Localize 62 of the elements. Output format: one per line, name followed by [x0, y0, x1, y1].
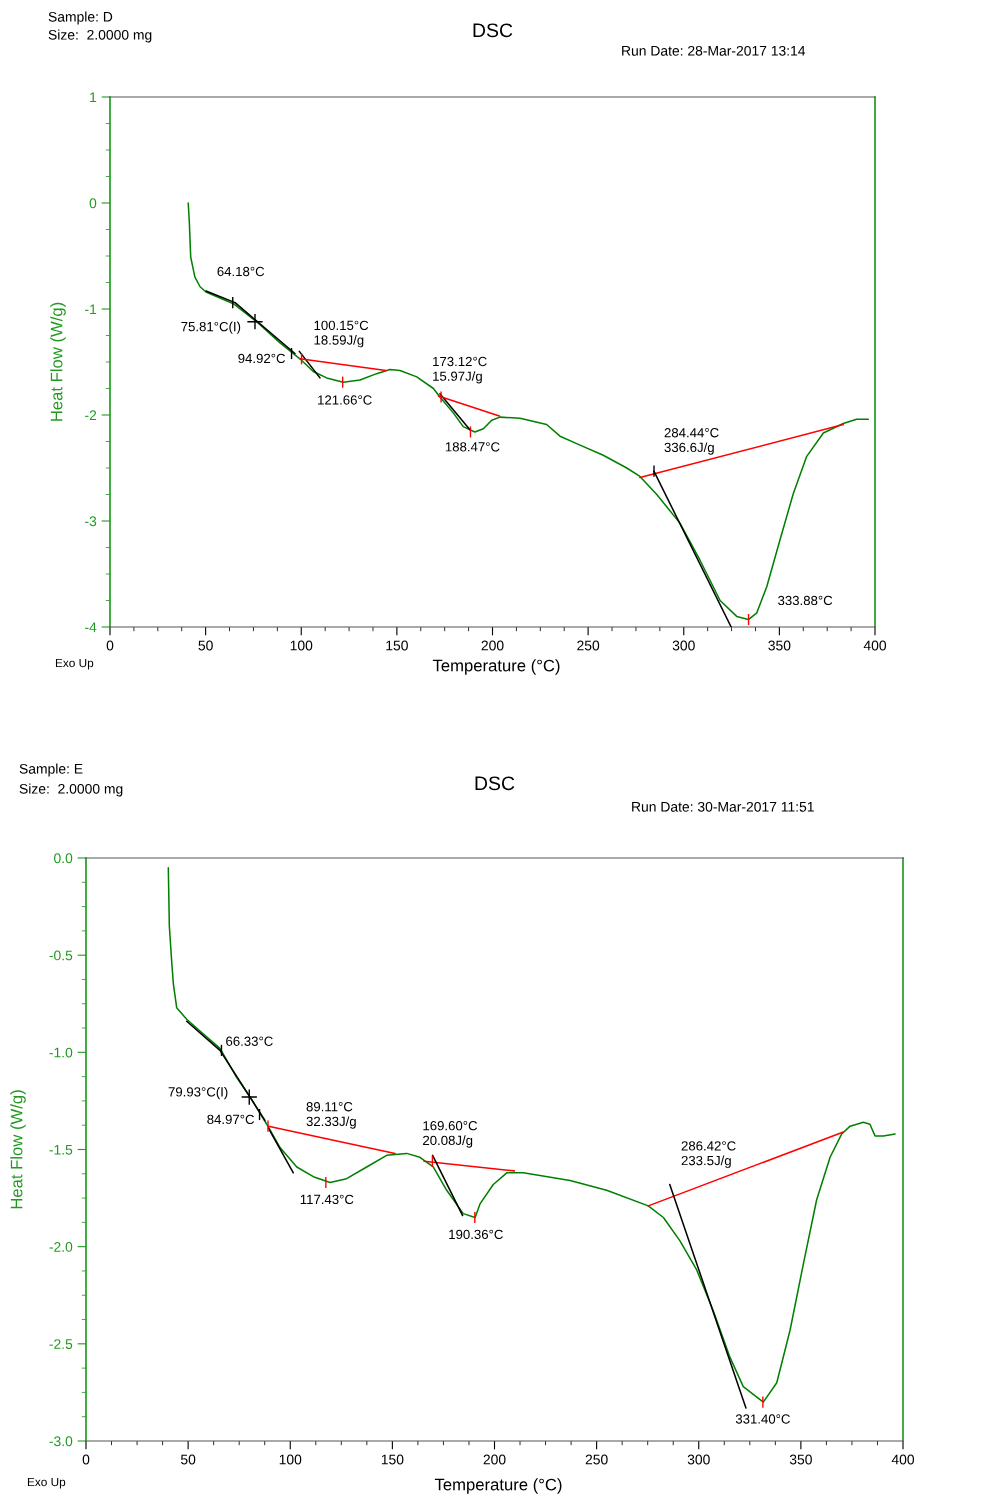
annotation: 284.44°C 336.6J/g: [664, 428, 719, 455]
annotation: 188.47°C: [445, 442, 500, 452]
x-tick-label: 400: [863, 640, 887, 651]
y-tick-label: -2.5: [49, 1339, 73, 1349]
text: Sample: D: [48, 11, 113, 25]
y-tick-label: -1.5: [49, 1144, 73, 1155]
text: Size: 2.0000 mg: [48, 29, 152, 43]
y-tick-label: -1.0: [49, 1047, 73, 1058]
chart-title: DSC: [473, 23, 513, 38]
x-tick-label: 0: [106, 640, 114, 651]
text: Size: 2.0000 mg: [19, 783, 123, 797]
y-tick-label: 1: [90, 92, 97, 103]
annotation: 117.43°C: [300, 1194, 354, 1205]
annotation: 79.93°C(I): [168, 1086, 228, 1100]
x-tick-label: 250: [577, 640, 600, 651]
annotation: 173.12°C 15.97J/g: [433, 356, 487, 384]
x-tick-label: 200: [483, 1454, 506, 1465]
x-axis-title: Temperature (°C): [434, 1478, 562, 1494]
annotation: 89.11°C 32.33J/g: [306, 1102, 356, 1129]
y-tick-label: -1: [85, 304, 97, 315]
x-tick-label: 350: [789, 1454, 812, 1465]
x-tick-label: 400: [891, 1454, 915, 1465]
x-tick-label: 150: [381, 1454, 404, 1465]
annotation: 331.40°C: [735, 1414, 790, 1424]
text: Run Date: 28-Mar-2017 13:14: [622, 45, 806, 56]
annotation: 84.97°C: [207, 1114, 255, 1125]
y-tick-label: 0: [89, 198, 97, 209]
annotation: 286.42°C 233.5J/g: [681, 1141, 736, 1168]
x-tick-label: 200: [481, 640, 504, 651]
x-tick-label: 50: [180, 1454, 196, 1465]
annotation: 64.18°C: [217, 266, 265, 277]
y-tick-label: 0.0: [54, 853, 73, 864]
x-tick-label: 300: [687, 1454, 710, 1465]
annotation: 169.60°C 20.08J/g: [423, 1121, 478, 1148]
annotation: 66.33°C: [226, 1036, 273, 1046]
x-tick-label: 350: [768, 640, 791, 651]
text: Sample: E: [19, 763, 83, 777]
annotation: 100.15°C 18.59J/g: [314, 320, 369, 348]
x-tick-label: 100: [290, 640, 313, 651]
annotation: 94.92°C: [238, 353, 286, 364]
x-tick-label: 250: [585, 1454, 608, 1465]
annotation: 121.66°C: [318, 395, 372, 405]
y-tick-label: -2.0: [49, 1242, 73, 1252]
chart-title: DSC: [475, 776, 515, 791]
x-tick-label: 300: [672, 640, 695, 651]
annotation: 333.88°C: [778, 595, 833, 606]
y-tick-label: -4: [85, 622, 97, 633]
annotation: 190.36°C: [449, 1229, 503, 1240]
annotation: 75.81°C(I): [181, 321, 241, 334]
text: Exo Up: [55, 658, 94, 670]
x-tick-label: 100: [279, 1454, 302, 1465]
y-tick-label: -3: [85, 516, 97, 527]
y-axis-title: Heat Flow (W/g): [10, 1090, 26, 1209]
text: Exo Up: [27, 1477, 66, 1489]
y-tick-label: -0.5: [49, 950, 73, 961]
y-tick-label: -2: [85, 410, 97, 421]
x-tick-label: 150: [386, 640, 408, 651]
y-axis-title: Heat Flow (W/g): [50, 302, 66, 421]
x-tick-label: 50: [198, 640, 213, 651]
x-axis-title: Temperature (°C): [432, 659, 560, 675]
y-tick-label: -3.0: [49, 1436, 73, 1447]
text: Run Date: 30-Mar-2017 11:51: [632, 801, 814, 812]
